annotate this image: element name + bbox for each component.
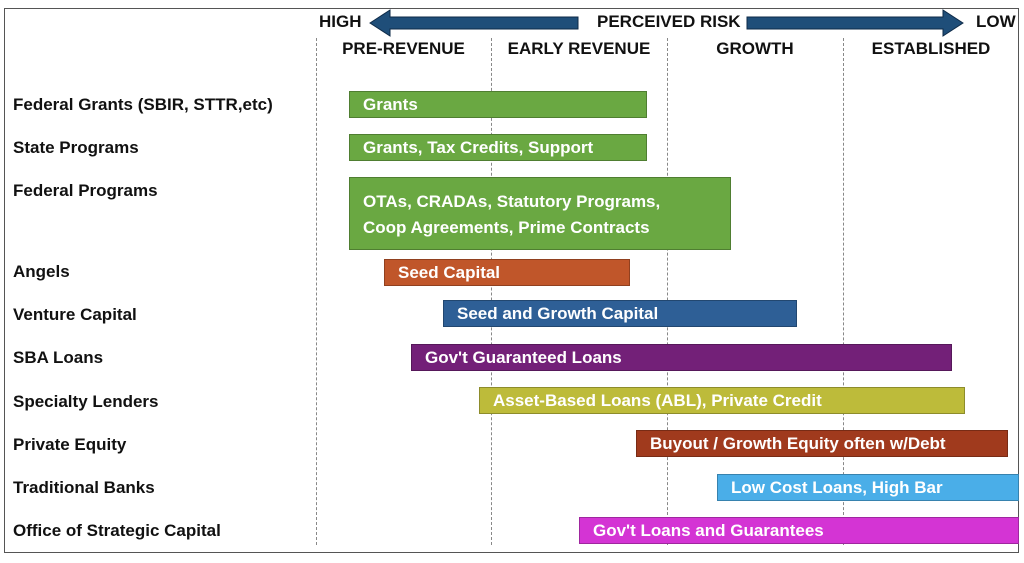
funding-bar-state-programs: Grants, Tax Credits, Support: [349, 134, 647, 161]
risk-low-label: LOW: [976, 12, 1016, 31]
phase-established: ESTABLISHED: [871, 39, 991, 58]
phase-divider: [316, 38, 317, 545]
funding-bar-private-equity: Buyout / Growth Equity often w/Debt: [636, 430, 1008, 457]
phase-pre-revenue: PRE-REVENUE: [342, 39, 465, 58]
bar-text: Gov't Loans and Guarantees: [593, 521, 824, 540]
risk-arrow-right-icon: [746, 9, 964, 37]
funding-bar-grants: Grants: [349, 91, 647, 118]
funding-bar-specialty-lenders: Asset-Based Loans (ABL), Private Credit: [479, 387, 965, 414]
funding-bar-traditional-banks: Low Cost Loans, High Bar: [717, 474, 1019, 501]
bar-text: Seed and Growth Capital: [457, 304, 659, 323]
bar-text: Seed Capital: [398, 263, 501, 282]
row-label-venture-capital: Venture Capital: [13, 305, 137, 324]
phase-divider: [491, 38, 492, 545]
bar-text-line-2: Coop Agreements, Prime Contracts: [363, 218, 650, 237]
row-label-office-strategic-capital: Office of Strategic Capital: [13, 521, 221, 540]
perceived-risk-label: PERCEIVED RISK: [597, 12, 741, 31]
bar-text: Grants: [363, 95, 418, 114]
phase-growth: GROWTH: [716, 39, 794, 58]
phase-divider: [667, 38, 668, 545]
row-label-specialty-lenders: Specialty Lenders: [13, 392, 159, 411]
funding-bar-venture-capital: Seed and Growth Capital: [443, 300, 797, 327]
funding-bar-sba-loans: Gov't Guaranteed Loans: [411, 344, 952, 371]
bar-text: Gov't Guaranteed Loans: [425, 348, 622, 367]
funding-bar-office-strategic-capital: Gov't Loans and Guarantees: [579, 517, 1019, 544]
bar-text: Low Cost Loans, High Bar: [731, 478, 943, 497]
bar-text-line-1: OTAs, CRADAs, Statutory Programs,: [363, 192, 661, 211]
row-label-angels: Angels: [13, 262, 70, 281]
row-label-traditional-banks: Traditional Banks: [13, 478, 155, 497]
risk-high-label: HIGH: [319, 12, 362, 31]
row-label-federal-programs: Federal Programs: [13, 181, 158, 200]
row-label-private-equity: Private Equity: [13, 435, 127, 454]
risk-arrow-left-icon: [369, 9, 579, 37]
phase-early-revenue: EARLY REVENUE: [507, 39, 651, 58]
phase-divider: [843, 38, 844, 545]
bar-text: Asset-Based Loans (ABL), Private Credit: [493, 391, 822, 410]
funding-bar-federal-programs: OTAs, CRADAs, Statutory Programs, Coop A…: [349, 177, 731, 250]
bar-text: Buyout / Growth Equity often w/Debt: [650, 434, 946, 453]
bar-text: Grants, Tax Credits, Support: [363, 138, 594, 157]
row-label-state-programs: State Programs: [13, 138, 139, 157]
row-label-federal-grants: Federal Grants (SBIR, STTR,etc): [13, 95, 273, 114]
funding-bar-angels: Seed Capital: [384, 259, 630, 286]
row-label-sba-loans: SBA Loans: [13, 348, 104, 367]
